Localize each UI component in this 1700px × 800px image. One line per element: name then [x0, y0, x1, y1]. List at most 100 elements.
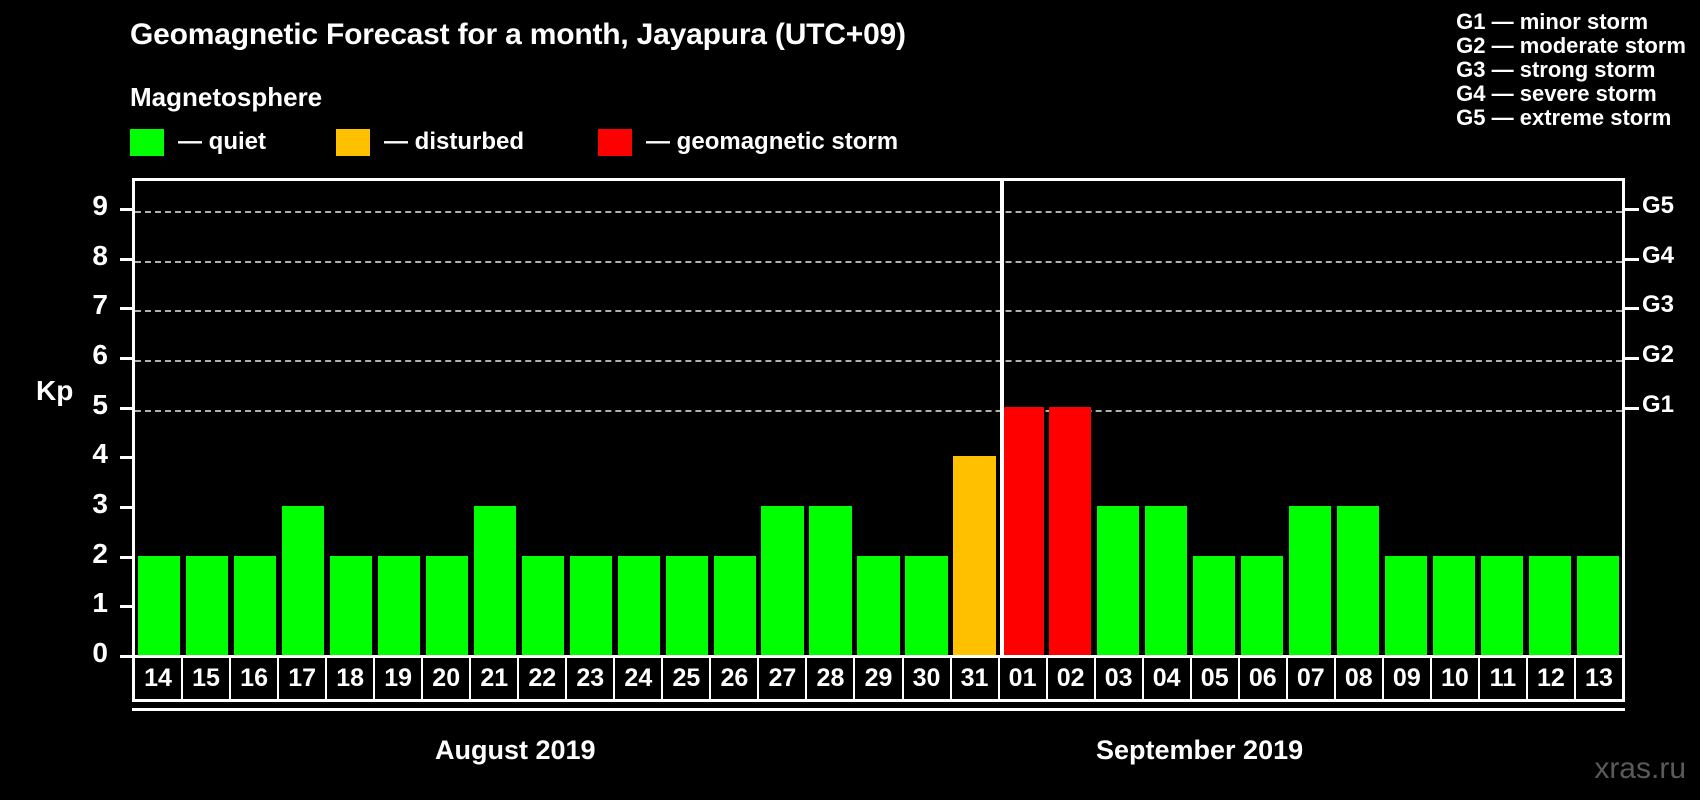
date-cell-29[interactable]: 29: [855, 658, 904, 699]
date-cell-03[interactable]: 03: [1096, 658, 1144, 699]
bar-cell[interactable]: [759, 181, 807, 655]
bar-cell[interactable]: [1574, 181, 1622, 655]
month-separator: [999, 181, 1004, 655]
date-cell-21[interactable]: 21: [471, 658, 520, 699]
g-scale-line: G5 — extreme storm: [1456, 105, 1672, 130]
date-cell-22[interactable]: 22: [519, 658, 568, 699]
g-tick-label-G1: G1: [1642, 390, 1675, 418]
legend-label-storm: — geomagnetic storm: [646, 128, 899, 155]
g-tick-mark: [1625, 257, 1639, 261]
watermark: xras.ru: [1594, 752, 1686, 785]
date-cell-31[interactable]: 31: [952, 658, 1000, 699]
bar-cell[interactable]: [903, 181, 951, 655]
bar-cell[interactable]: [183, 181, 231, 655]
g-tick-mark: [1625, 307, 1639, 311]
bar-cell[interactable]: [279, 181, 327, 655]
legend-item-quiet: — quiet: [130, 128, 266, 156]
bar-cell[interactable]: [1286, 181, 1334, 655]
date-cell-06[interactable]: 06: [1240, 658, 1288, 699]
bar-series: [135, 181, 1622, 655]
bar-cell[interactable]: [231, 181, 279, 655]
g-scale-line: G4 — severe storm: [1456, 81, 1657, 106]
bar-cell[interactable]: [1142, 181, 1190, 655]
date-cell-09[interactable]: 09: [1384, 658, 1432, 699]
bar-05-quiet: [1193, 555, 1236, 655]
bar-08-quiet: [1337, 505, 1380, 655]
bar-cell[interactable]: [519, 181, 567, 655]
date-cell-02[interactable]: 02: [1048, 658, 1096, 699]
bar-cell[interactable]: [1094, 181, 1142, 655]
date-cell-30[interactable]: 30: [904, 658, 952, 699]
y-tick-label: 9: [92, 189, 108, 221]
bar-cell[interactable]: [567, 181, 615, 655]
legend-label-disturbed: — disturbed: [384, 128, 525, 155]
bar-cell[interactable]: [471, 181, 519, 655]
date-cell-12[interactable]: 12: [1528, 658, 1576, 699]
date-cell-26[interactable]: 26: [711, 658, 760, 699]
date-cell-08[interactable]: 08: [1336, 658, 1384, 699]
bar-28-quiet: [809, 505, 852, 655]
gridline: [135, 310, 1622, 313]
bar-18-quiet: [329, 555, 372, 655]
bar-cell[interactable]: [998, 181, 1046, 655]
y-tick-mark: [120, 655, 134, 658]
date-cell-01[interactable]: 01: [1000, 658, 1048, 699]
bar-cell[interactable]: [711, 181, 759, 655]
date-cell-19[interactable]: 19: [375, 658, 424, 699]
bar-cell[interactable]: [375, 181, 423, 655]
date-cell-13[interactable]: 13: [1585, 664, 1613, 692]
gridline: [135, 210, 1622, 213]
y-tick-mark: [120, 555, 134, 559]
y-tick-mark: [120, 456, 134, 460]
date-cell-10[interactable]: 10: [1432, 658, 1480, 699]
bar-24-quiet: [617, 555, 660, 655]
bar-cell[interactable]: [663, 181, 711, 655]
g-tick-mark: [1625, 356, 1639, 360]
bar-29-quiet: [857, 555, 900, 655]
date-cell-27[interactable]: 27: [759, 658, 808, 699]
bar-cell[interactable]: [1478, 181, 1526, 655]
plot-inner: [135, 181, 1622, 655]
plot-area: [132, 178, 1625, 655]
date-cell-17[interactable]: 17: [279, 658, 328, 699]
bar-cell[interactable]: [1526, 181, 1574, 655]
bar-cell[interactable]: [807, 181, 855, 655]
date-cell-15[interactable]: 15: [183, 658, 232, 699]
date-cell-20[interactable]: 20: [423, 658, 472, 699]
bar-cell[interactable]: [1334, 181, 1382, 655]
date-cell-11[interactable]: 11: [1480, 658, 1528, 699]
legend-swatch-quiet-icon: [130, 128, 164, 156]
bar-cell[interactable]: [950, 181, 998, 655]
bar-cell[interactable]: [615, 181, 663, 655]
g-tick-mark: [1625, 406, 1639, 410]
y-tick-mark: [120, 257, 134, 261]
bar-cell[interactable]: [1190, 181, 1238, 655]
bar-cell[interactable]: [135, 181, 183, 655]
y-tick-mark: [120, 605, 134, 609]
date-cell-16[interactable]: 16: [231, 658, 280, 699]
bar-cell[interactable]: [855, 181, 903, 655]
y-tick-label: 3: [92, 487, 108, 519]
date-cell-05[interactable]: 05: [1192, 658, 1240, 699]
date-cell-14[interactable]: 14: [135, 658, 184, 699]
date-cell-04[interactable]: 04: [1144, 658, 1192, 699]
month-label-september: September 2019: [1096, 735, 1304, 765]
bar-cell[interactable]: [327, 181, 375, 655]
y-tick-label: 5: [92, 388, 108, 420]
bar-cell[interactable]: [423, 181, 471, 655]
bar-06-quiet: [1241, 555, 1284, 655]
date-cell-18[interactable]: 18: [327, 658, 376, 699]
date-cell-25[interactable]: 25: [663, 658, 712, 699]
g-scale-line: G1 — minor storm: [1456, 9, 1649, 34]
page-title: Geomagnetic Forecast for a month, Jayapu…: [130, 18, 906, 51]
date-cell-28[interactable]: 28: [807, 658, 856, 699]
date-cell-23[interactable]: 23: [567, 658, 616, 699]
bar-cell[interactable]: [1430, 181, 1478, 655]
bar-cell[interactable]: [1238, 181, 1286, 655]
bar-cell[interactable]: [1046, 181, 1094, 655]
bar-cell[interactable]: [1382, 181, 1430, 655]
date-cell-07[interactable]: 07: [1288, 658, 1336, 699]
y-tick-label: 8: [92, 239, 108, 271]
date-cell-24[interactable]: 24: [615, 658, 664, 699]
